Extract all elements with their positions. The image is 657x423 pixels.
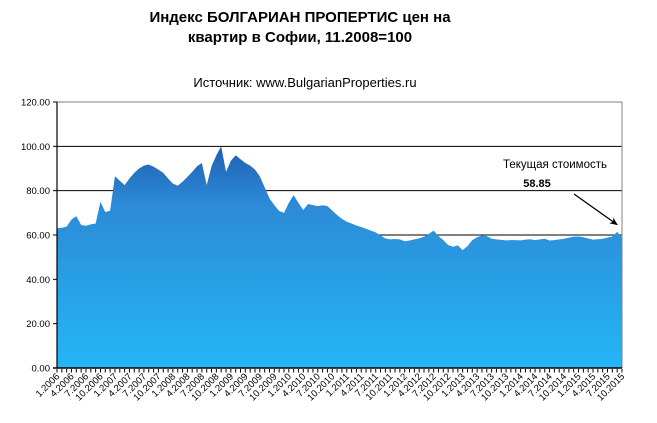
annotation-label: Текущая стоимость (503, 159, 607, 171)
y-tick-label: 40.00 (26, 275, 50, 286)
area-series (57, 146, 622, 368)
y-tick-label: 120.00 (21, 98, 50, 109)
x-axis-labels: 1.20064.20067.200610.20061.20074.20077.2… (34, 371, 627, 403)
annotation-arrow (573, 193, 618, 226)
y-tick-label: 60.00 (26, 231, 50, 242)
chart-source: Источник: www.BulgarianProperties.ru (193, 75, 417, 90)
y-tick-label: 0.00 (32, 364, 51, 375)
x-axis-ticks (56, 369, 623, 373)
chart-title-line1: Индекс БОЛГАРИАН ПРОПЕРТИС цен на (149, 9, 451, 26)
chart-title: Индекс БОЛГАРИАН ПРОПЕРТИС цен на кварти… (0, 8, 600, 48)
y-axis-labels: 0.00 20.00 40.00 60.00 80.00 100.00 120.00 (21, 98, 57, 375)
annotation-value: 58.85 (523, 178, 551, 190)
y-tick-label: 80.00 (26, 186, 50, 197)
y-tick-label: 20.00 (26, 319, 50, 330)
y-tick-label: 100.00 (21, 142, 50, 153)
chart-title-line2: квартир в Софии, 11.2008=100 (187, 29, 413, 46)
